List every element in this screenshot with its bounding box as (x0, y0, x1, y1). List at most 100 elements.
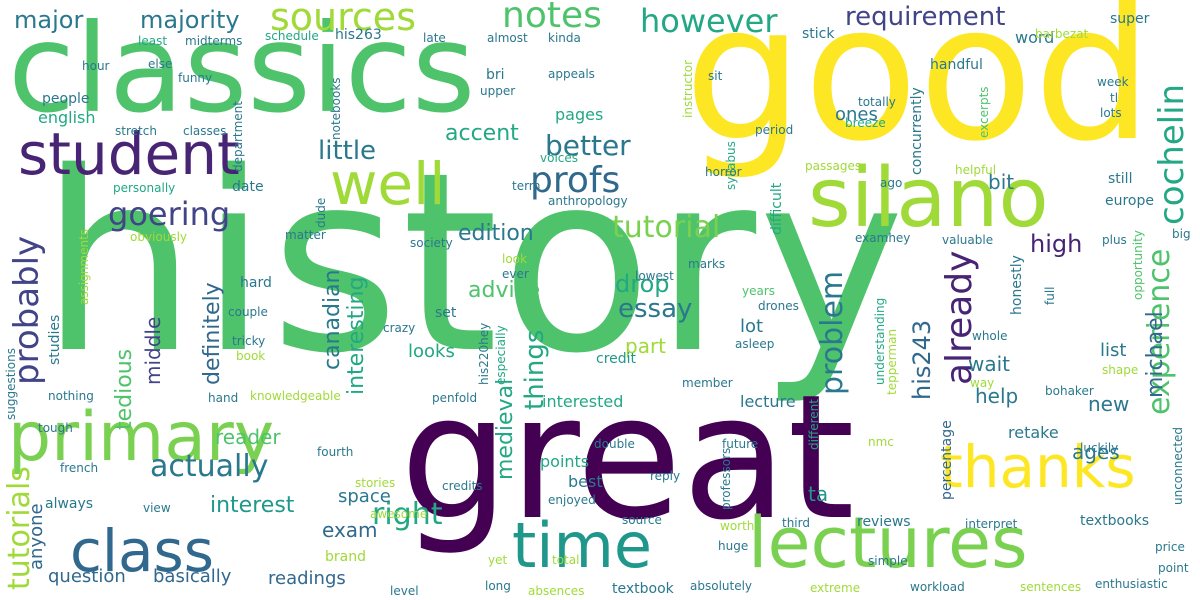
word-major: major (14, 6, 84, 34)
word-definitely: definitely (200, 282, 225, 385)
word-french: french (60, 461, 99, 475)
word-better: better (545, 129, 631, 162)
word-worth: worth (720, 519, 755, 533)
word-exam: exam (322, 518, 378, 542)
word-ago: ago (880, 176, 903, 190)
word-book: book (236, 349, 266, 363)
word-his220hey: his220hey (477, 322, 491, 385)
word-yet: yet (488, 553, 508, 567)
word-new: new (1088, 392, 1130, 416)
word-nmc: nmc (868, 435, 894, 449)
word-least: least (138, 34, 168, 48)
word-sentences: sentences (1020, 580, 1082, 594)
word-midterms: midterms (185, 34, 243, 48)
word-class: class (70, 517, 214, 585)
word-english: english (38, 108, 96, 127)
word-wait: wait (968, 352, 1011, 376)
word-right: right (372, 497, 443, 532)
word-reply: reply (650, 469, 681, 483)
word-interpret: interpret (965, 517, 1018, 531)
word-thanks: thanks (940, 433, 1136, 501)
word-week: week (1097, 75, 1129, 89)
word-space: space (338, 486, 391, 507)
word-looks: looks (408, 341, 455, 362)
word-notebooks: notebooks (329, 77, 343, 140)
word-concurrently: concurrently (909, 87, 925, 175)
word-high: high (1030, 230, 1083, 258)
word-textbook: textbook (612, 581, 674, 597)
word-ages: ages (1072, 440, 1120, 464)
word-sources: sources (270, 0, 416, 39)
word-tutorial: tutorial (612, 210, 721, 245)
word-penfold: penfold (432, 391, 478, 405)
word-huge: huge (718, 539, 749, 553)
word-word: word (1015, 28, 1055, 47)
word-bri: bri (486, 67, 505, 83)
word-help: help (975, 384, 1019, 408)
word-lowest: lowest (635, 269, 674, 283)
word-best: best (568, 472, 603, 491)
word-points: points (540, 452, 590, 471)
word-kinda: kinda (548, 31, 581, 45)
word-people: people (42, 91, 90, 107)
word-little: little (318, 136, 377, 166)
word-workload: workload (910, 580, 965, 594)
word-unconnected: unconnected (1171, 426, 1185, 505)
word-however: however (640, 2, 778, 40)
word-different: different (807, 399, 821, 450)
word-list: list (1100, 340, 1127, 361)
word-passages: passages (805, 159, 862, 173)
word-years: years (742, 284, 776, 298)
word-drop: drop (615, 270, 670, 298)
word-instructor: instructor (681, 59, 695, 118)
word-date: date (232, 179, 264, 195)
word-honestly: honestly (1009, 255, 1025, 315)
word-view: view (143, 501, 171, 515)
word-schedule: schedule (265, 29, 319, 43)
word-totally: totally (858, 95, 896, 109)
word-funny: funny (178, 71, 213, 85)
word-credit: credit (596, 351, 637, 367)
word-marks: marks (688, 257, 726, 271)
word-lots: lots (1100, 106, 1122, 120)
word-professors: professors (719, 447, 733, 510)
word-member: member (682, 376, 733, 390)
word-drones: drones (758, 299, 799, 313)
word-question: question (48, 566, 126, 587)
word-luckily: luckily (1080, 441, 1119, 455)
word-excerpts: excerpts (977, 86, 991, 138)
word-ones: ones (835, 104, 878, 125)
word-period: period (755, 123, 794, 137)
word-especially: especially (494, 325, 508, 385)
word-primary: primary (8, 398, 275, 477)
word-full: full (1043, 286, 1057, 306)
word-reader: reader (215, 425, 281, 449)
word-suggestions: suggestions (4, 348, 18, 420)
word-future: future (722, 437, 759, 451)
word-interested: interested (542, 392, 624, 411)
word-whole: whole (972, 329, 1008, 343)
word-matter: matter (285, 228, 326, 242)
word-long: long (485, 579, 511, 593)
word-anthropology: anthropology (548, 194, 628, 208)
word-crazy: crazy (383, 321, 416, 335)
word-personally: personally (113, 181, 176, 195)
word-tepperman: tepperman (885, 328, 899, 395)
word-super: super (1110, 11, 1150, 27)
word-double: double (594, 437, 635, 451)
word-history: history (40, 120, 907, 408)
word-great: great (400, 357, 855, 558)
word-essay: essay (618, 294, 693, 324)
word-classes: classes (183, 124, 227, 138)
word-readings: readings (268, 568, 346, 589)
word-middle: middle (141, 316, 165, 385)
word-studies: studies (47, 314, 63, 365)
word-fourth: fourth (317, 445, 354, 459)
word-stick: stick (802, 26, 835, 42)
word-asleep: asleep (735, 337, 775, 351)
word-tough: tough (38, 421, 73, 435)
word-sit: sit (708, 69, 723, 83)
word-goering: goering (108, 195, 231, 233)
word-else: else (148, 57, 173, 71)
